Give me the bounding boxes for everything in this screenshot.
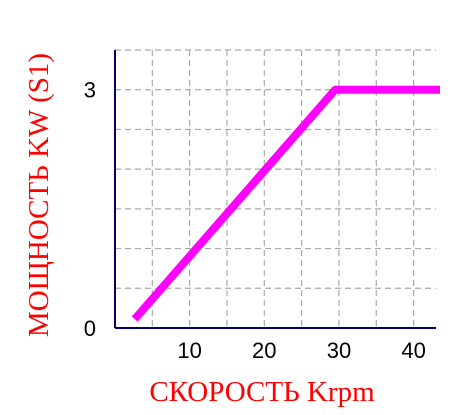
y-tick-label: 0 xyxy=(84,316,96,341)
x-tick-label: 30 xyxy=(327,338,351,363)
grid xyxy=(115,49,436,328)
tick-labels: 10 20 30 40 0 3 xyxy=(84,78,426,363)
x-tick-label: 40 xyxy=(401,338,425,363)
y-axis-title: МОЩНОСТЬ KW (S1) xyxy=(23,53,55,337)
power-curve-line xyxy=(131,85,440,322)
axes xyxy=(114,50,436,329)
x-axis-title: СКОРОСТЬ Krpm xyxy=(149,376,375,408)
y-tick-label: 3 xyxy=(84,78,96,103)
series-layer xyxy=(131,85,440,322)
x-tick-label: 10 xyxy=(177,338,201,363)
x-tick-label: 20 xyxy=(252,338,276,363)
